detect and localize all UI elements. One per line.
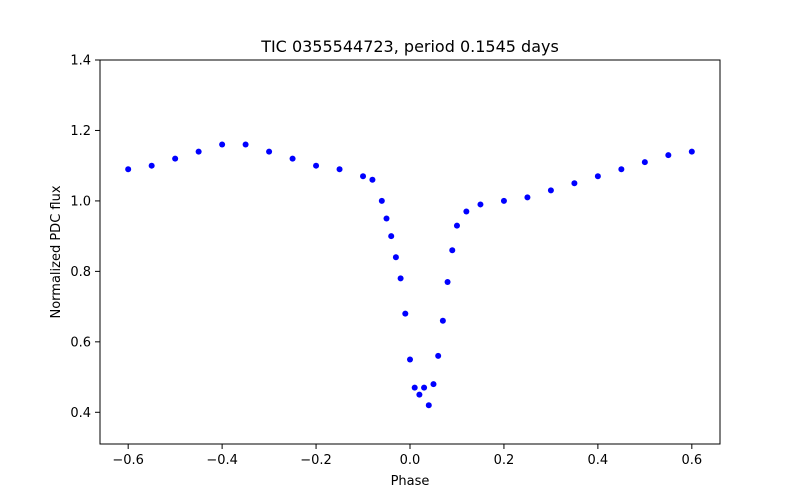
data-point — [594, 173, 601, 180]
data-points — [125, 141, 695, 409]
data-point — [641, 159, 648, 166]
data-point — [289, 155, 296, 162]
data-point — [219, 141, 226, 148]
data-point — [425, 402, 432, 409]
x-axis: −0.6 −0.4 −0.2 0.0 0.2 0.4 0.6 — [112, 444, 702, 468]
x-tick-label: 0.6 — [681, 453, 702, 468]
y-tick-label: 0.6 — [70, 335, 91, 350]
data-point — [407, 356, 413, 363]
x-tick-label: −0.2 — [300, 453, 332, 468]
data-point — [524, 194, 531, 201]
data-point — [378, 197, 385, 204]
data-point — [463, 208, 470, 215]
data-point — [148, 162, 155, 169]
data-point — [571, 180, 578, 187]
x-tick-label: −0.6 — [112, 453, 144, 468]
x-tick-label: 0.2 — [494, 453, 515, 468]
data-point — [430, 381, 437, 388]
data-point — [172, 155, 179, 162]
data-point — [439, 317, 446, 324]
data-point — [266, 148, 273, 155]
data-point — [369, 176, 376, 183]
data-point — [242, 141, 249, 148]
data-point — [411, 384, 418, 391]
data-point — [444, 278, 451, 285]
data-point — [313, 162, 320, 169]
data-point — [402, 310, 409, 317]
chart-title: TIC 0355544723, period 0.1545 days — [260, 37, 559, 56]
y-tick-label: 1.4 — [70, 54, 91, 69]
data-point — [195, 148, 202, 155]
data-point — [665, 152, 672, 159]
data-point — [125, 166, 132, 173]
data-point — [618, 166, 625, 173]
x-tick-label: 0.0 — [400, 453, 421, 468]
data-point — [453, 222, 460, 229]
y-axis-label: Normalized PDC flux — [49, 185, 64, 318]
data-point — [435, 352, 442, 359]
data-point — [449, 247, 456, 254]
data-point — [688, 148, 695, 155]
x-axis-label: Phase — [391, 474, 430, 489]
data-point — [416, 391, 423, 398]
data-point — [397, 275, 404, 282]
data-point — [421, 384, 428, 391]
data-point — [477, 201, 484, 208]
x-tick-label: 0.4 — [588, 453, 609, 468]
data-point — [392, 254, 399, 261]
x-tick-label: −0.4 — [206, 453, 238, 468]
y-tick-label: 0.8 — [70, 265, 91, 280]
y-tick-label: 1.0 — [70, 194, 91, 209]
y-axis: 0.4 0.6 0.8 1.0 1.2 1.4 — [70, 54, 100, 421]
data-point — [336, 166, 343, 173]
data-point — [383, 215, 390, 222]
data-point — [547, 187, 554, 194]
y-tick-label: 1.2 — [70, 124, 91, 139]
y-tick-label: 0.4 — [70, 406, 91, 421]
data-point — [360, 173, 367, 180]
data-point — [388, 233, 395, 240]
data-point — [500, 197, 507, 204]
